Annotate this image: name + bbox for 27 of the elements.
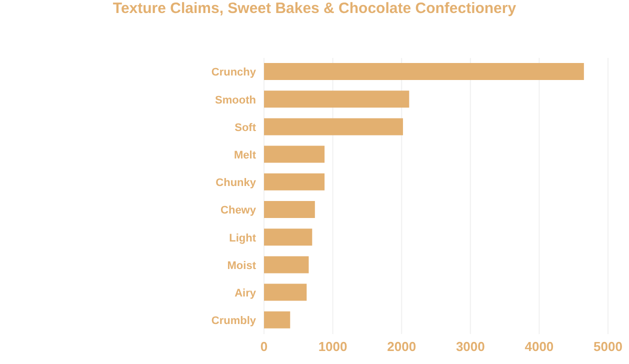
bar	[264, 63, 584, 80]
chart-title: Texture Claims, Sweet Bakes & Chocolate Confectionery	[112, 0, 518, 19]
x-tick-label: 0	[260, 339, 268, 354]
y-tick-label: Crunchy	[211, 66, 257, 79]
y-tick-label: Moist	[227, 260, 256, 272]
y-tick-label: Chewy	[220, 204, 257, 217]
y-tick-label: Soft	[234, 122, 256, 134]
x-tick-label: 3000	[456, 339, 485, 354]
bar	[264, 118, 403, 136]
x-tick-label: 1000	[318, 339, 348, 354]
y-tick-label: Melt	[234, 150, 256, 162]
x-tick-label: 5000	[594, 339, 622, 354]
y-tick-label: Light	[229, 232, 256, 244]
bar	[264, 228, 312, 246]
bar	[264, 311, 290, 328]
y-tick-label: Crumbly	[211, 315, 257, 328]
bar	[264, 146, 325, 163]
y-tick-label: Chunky	[216, 177, 257, 190]
bar	[264, 256, 309, 274]
bar	[264, 90, 410, 108]
y-tick-label: Smooth	[215, 94, 256, 106]
bar	[264, 284, 307, 301]
bar	[264, 173, 325, 190]
x-tick-label: 4000	[524, 339, 554, 354]
x-tick-label: 2000	[387, 339, 416, 354]
bar	[264, 201, 315, 218]
y-tick-label: Airy	[234, 288, 257, 300]
